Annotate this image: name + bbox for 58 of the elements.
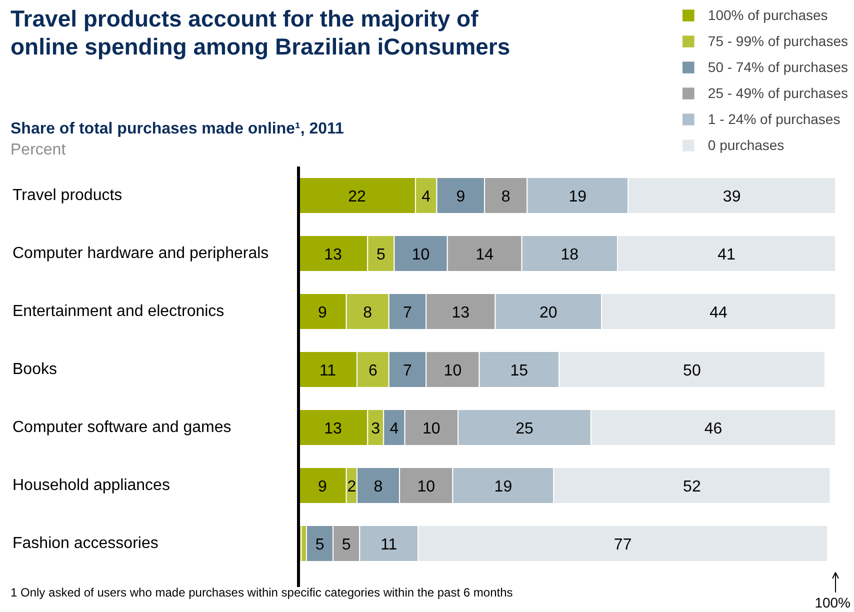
- data-label: 4: [390, 420, 399, 438]
- y-tick-label: Books: [12, 361, 57, 378]
- annotation: 100%: [814, 594, 851, 610]
- legend-label: 1 - 24% of purchases: [708, 110, 840, 128]
- data-label: 18: [560, 246, 579, 264]
- data-label: 11: [380, 536, 398, 554]
- data-label: 5: [315, 536, 324, 554]
- data-label: 8: [363, 304, 372, 322]
- data-label: 13: [324, 420, 342, 438]
- data-label: 9: [456, 188, 466, 206]
- data-label: 10: [422, 420, 440, 438]
- data-label: 8: [374, 478, 383, 496]
- data-label: 50: [683, 362, 701, 380]
- data-label: 9: [318, 304, 327, 322]
- data-label: 2: [347, 478, 356, 496]
- y-tick-label: Fashion accessories: [12, 535, 158, 552]
- y-tick-label: Computer software and games: [12, 419, 232, 436]
- data-label: 7: [403, 362, 412, 380]
- legend-label: 50 - 74% of purchases: [708, 58, 848, 76]
- data-label: 6: [368, 362, 378, 380]
- data-label: 14: [476, 246, 494, 264]
- y-tick-label: Household appliances: [12, 477, 170, 494]
- y-tick-label: Travel products: [12, 187, 122, 204]
- data-label: 41: [718, 246, 736, 264]
- data-label: 22: [348, 188, 366, 206]
- data-label: 10: [444, 362, 462, 380]
- data-label: 25: [516, 420, 534, 438]
- data-label: 7: [403, 304, 412, 322]
- legend-label: 25 - 49% of purchases: [708, 84, 848, 102]
- data-label: 44: [710, 304, 728, 322]
- chart-title: Travel products account for the majority of online spending among Brazilian iConsumers: [10, 6, 510, 60]
- legend-label: 75 - 99% of purchases: [708, 32, 848, 50]
- data-label: 10: [417, 478, 436, 496]
- data-label: 15: [510, 362, 528, 380]
- legend-label: 100% of purchases: [708, 6, 828, 24]
- data-label: 3: [371, 420, 380, 438]
- y-axis-title: Percent: [10, 142, 66, 158]
- data-label: 4: [422, 188, 431, 206]
- data-label: 19: [568, 188, 587, 206]
- data-label: 8: [501, 188, 510, 206]
- annotation: 1 Only asked of users who made purchases within specific categories within the past 6 months: [10, 586, 513, 600]
- data-label: 20: [539, 304, 558, 322]
- data-label: 9: [318, 478, 327, 496]
- data-label: 5: [342, 536, 351, 554]
- y-tick-label: Entertainment and electronics: [12, 303, 224, 320]
- data-label: 11: [319, 362, 336, 380]
- data-label: 13: [324, 246, 342, 264]
- legend-label: 0 purchases: [708, 136, 784, 154]
- data-label: 46: [704, 420, 722, 438]
- data-label: 39: [722, 188, 741, 206]
- y-tick-label: Computer hardware and peripherals: [12, 245, 269, 262]
- data-label: 19: [494, 478, 512, 496]
- data-label: 5: [376, 246, 386, 264]
- data-label: 10: [412, 246, 430, 264]
- chart-subtitle: Share of total purchases made online¹, 2011: [10, 120, 344, 138]
- data-label: 52: [683, 478, 701, 496]
- data-label: 13: [452, 304, 470, 322]
- data-label: 77: [614, 536, 632, 554]
